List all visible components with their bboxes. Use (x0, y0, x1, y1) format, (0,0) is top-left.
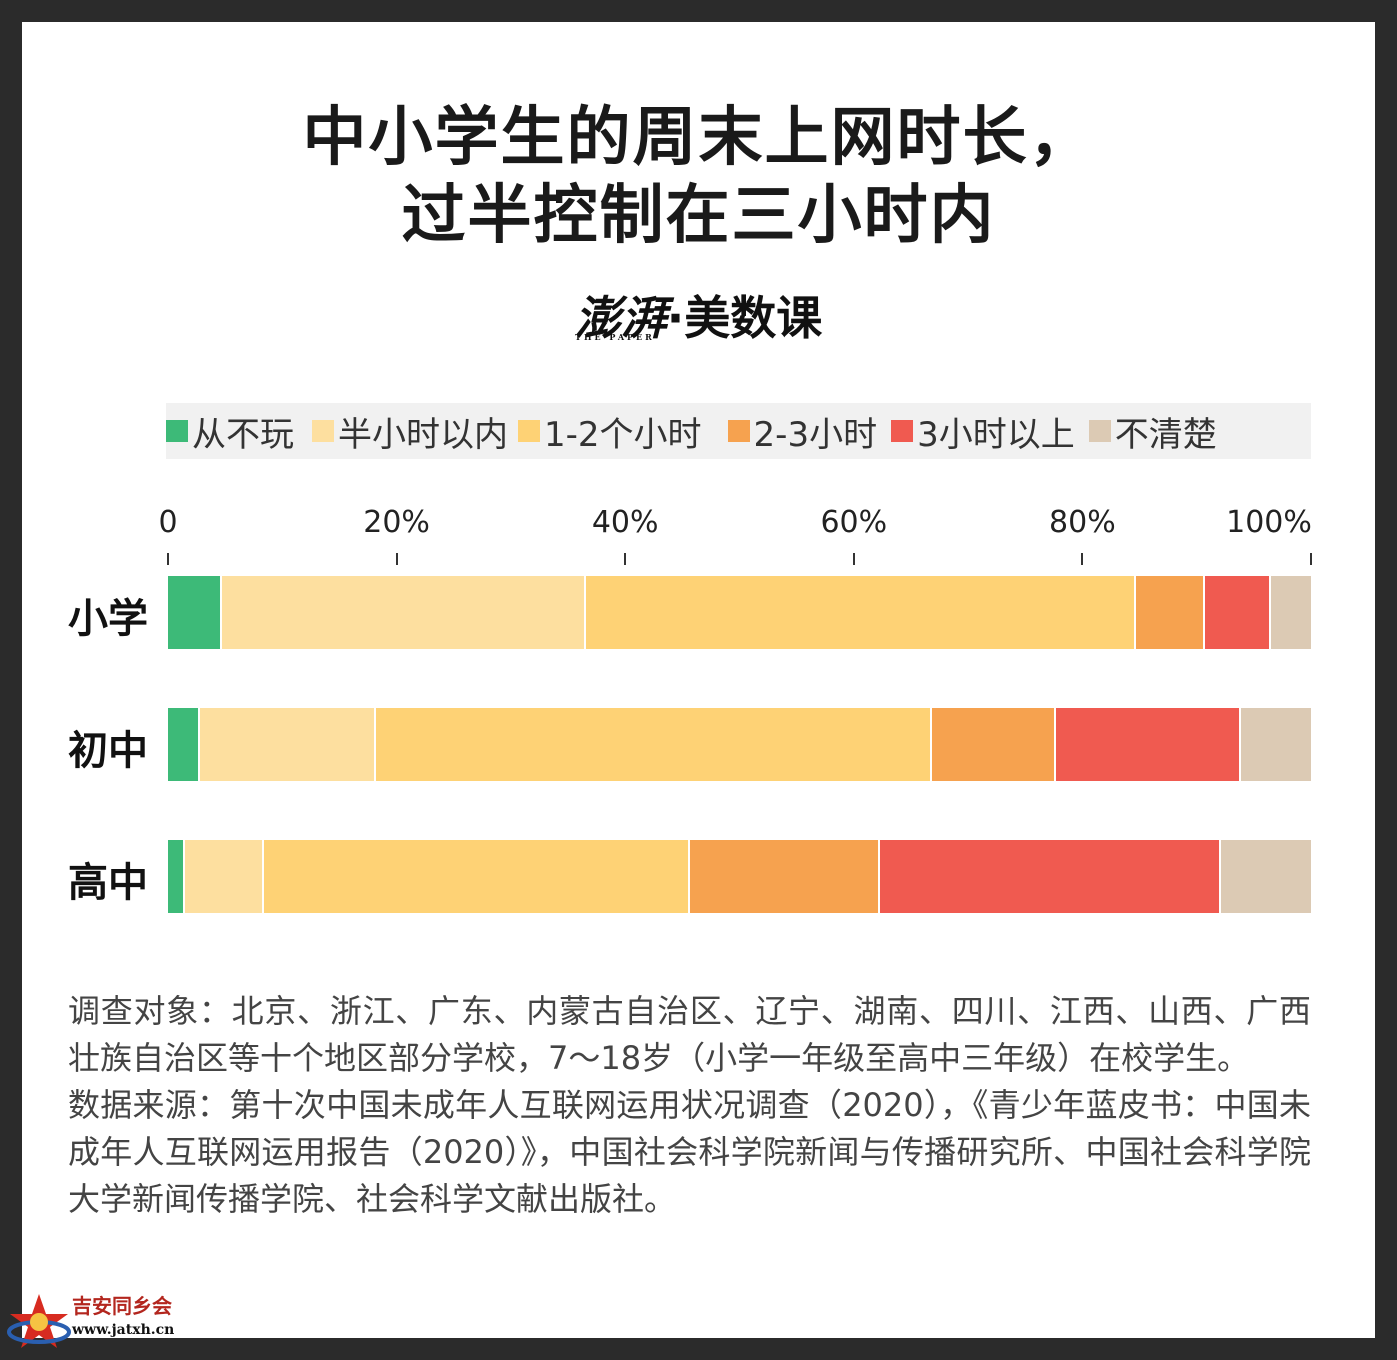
chart-card (22, 22, 1375, 1338)
bar-segment (376, 708, 932, 781)
bar-segment (1270, 576, 1311, 649)
x-tick-mark (624, 553, 627, 565)
bar-segment (200, 708, 377, 781)
legend-swatch (891, 420, 914, 442)
x-tick-mark (1310, 553, 1312, 565)
bar-segment (1220, 840, 1311, 913)
bar-segment (168, 576, 222, 649)
brand-logo-mark: 澎湃 (574, 291, 667, 345)
bar-segment (1241, 708, 1311, 781)
brand-logo: 澎湃·美数课 THE PAPER (0, 282, 1397, 348)
chart-notes: 调查对象：北京、浙江、广东、内蒙古自治区、辽宁、湖南、四川、江西、山西、广西壮族… (68, 988, 1311, 1223)
bar-segment (185, 840, 264, 913)
chart-title-line1: 中小学生的周末上网时长， (302, 101, 1095, 175)
legend-swatch (727, 420, 750, 442)
chart-title-line2: 过半控制在三小时内 (401, 179, 996, 253)
legend-label: 2-3小时 (753, 414, 878, 455)
legend-item: 2-3小时 (727, 407, 878, 456)
brand-separator: · (666, 291, 685, 345)
watermark: 吉安同乡会 www.jatxh.cn (6, 1290, 176, 1356)
legend-item: 3小时以上 (891, 407, 1075, 456)
bar-segment (931, 708, 1057, 781)
bar-segment (1204, 576, 1271, 649)
legend-label: 从不玩 (192, 414, 294, 455)
legend-item: 从不玩 (166, 407, 294, 456)
brand-name: 美数课 (684, 291, 823, 345)
watermark-emblem-icon (7, 1294, 71, 1348)
legend-label: 3小时以上 (917, 414, 1075, 455)
x-tick-mark (167, 553, 169, 565)
legend-swatch (166, 420, 188, 442)
x-tick-label: 60% (820, 505, 888, 540)
category-label: 初中 (68, 728, 148, 774)
legend-label: 半小时以内 (338, 414, 508, 455)
x-tick-label: 40% (591, 505, 659, 540)
category-label: 小学 (68, 596, 148, 642)
bar-segment (1136, 576, 1205, 649)
chart-legend: 从不玩 半小时以内 1-2个小时 2-3小时 3小时以上 不清楚 (166, 403, 1311, 459)
category-label: 高中 (68, 860, 148, 906)
x-tick-label: 100% (1226, 505, 1312, 540)
x-tick-label: 20% (363, 505, 430, 540)
legend-label: 不清楚 (1114, 414, 1217, 455)
watermark-text: 吉安同乡会 (72, 1294, 172, 1318)
source-note: 数据来源：第十次中国未成年人互联网运用状况调查（2020），《青少年蓝皮书：中国… (68, 1086, 1311, 1218)
legend-item: 不清楚 (1088, 407, 1217, 456)
legend-label: 1-2个小时 (544, 414, 702, 455)
legend-item: 1-2个小时 (518, 407, 702, 456)
bar-segment (690, 840, 881, 913)
legend-swatch (312, 420, 334, 442)
bar-segment (1056, 708, 1242, 781)
brand-logo-sub: THE PAPER (575, 332, 655, 342)
bar-segment (880, 840, 1221, 913)
survey-note: 调查对象：北京、浙江、广东、内蒙古自治区、辽宁、湖南、四川、江西、山西、广西壮族… (68, 992, 1311, 1077)
bar-segment (264, 840, 691, 913)
bar-segment (586, 576, 1137, 649)
watermark-url: www.jatxh.cn (72, 1322, 175, 1338)
x-tick-mark (852, 553, 855, 565)
x-tick-mark (395, 553, 398, 565)
legend-swatch (1088, 420, 1111, 442)
x-tick-mark (1081, 553, 1084, 565)
bar-segment (168, 708, 200, 781)
bar-segment (168, 840, 186, 913)
x-tick-label: 80% (1049, 505, 1116, 540)
legend-swatch (518, 420, 540, 442)
bar-segment (221, 576, 587, 649)
x-tick-label: 0 (158, 505, 178, 540)
legend-item: 半小时以内 (312, 407, 508, 456)
